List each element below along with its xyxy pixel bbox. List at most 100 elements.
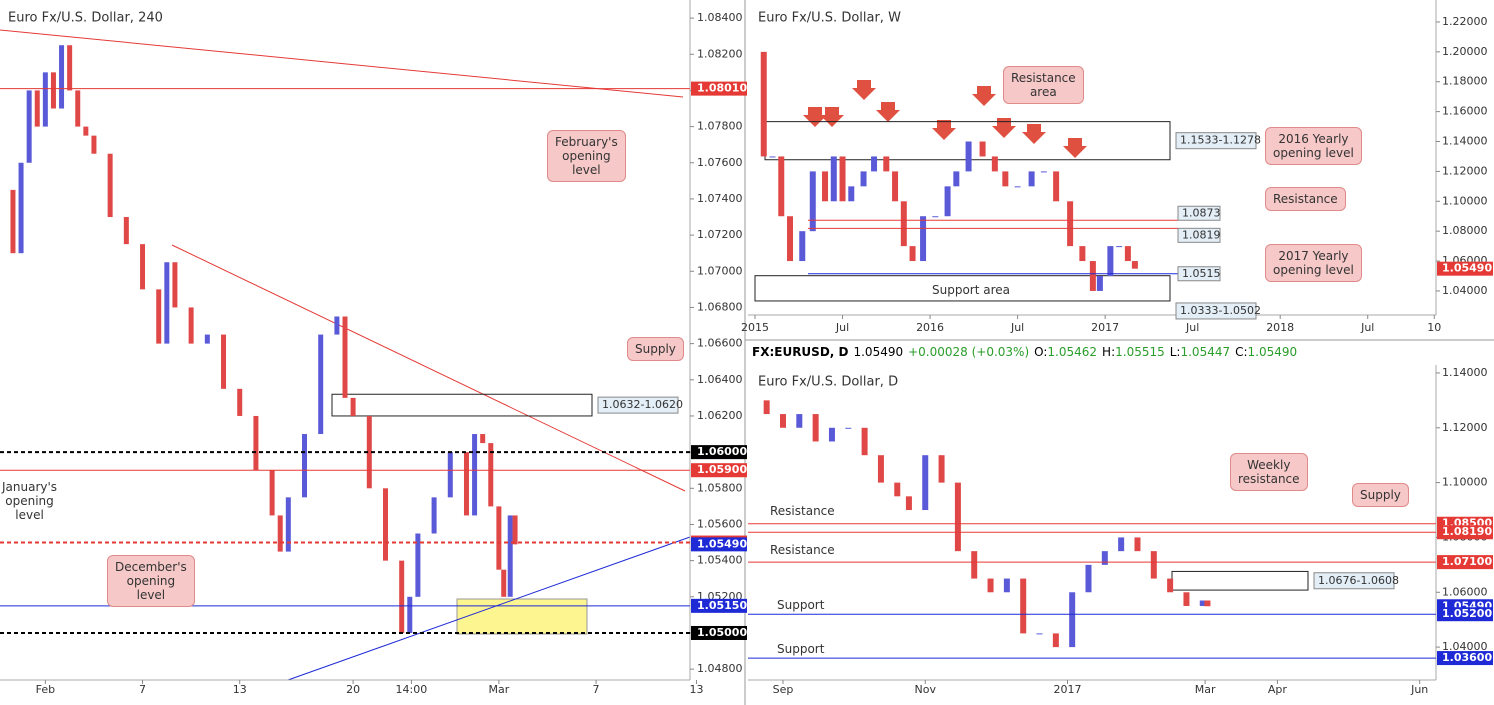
candle <box>871 156 878 172</box>
x-tick-label: 13 <box>689 683 703 696</box>
candle <box>407 596 413 633</box>
candle <box>204 334 210 344</box>
x-tick-label: Jul <box>1185 321 1199 334</box>
price-label: 1.07100 <box>1442 555 1492 568</box>
x-tick-label: 2015 <box>741 321 769 334</box>
annotation: Support <box>777 642 825 656</box>
candle <box>900 201 907 247</box>
candle <box>769 156 776 158</box>
header-item: 1.05490 <box>1248 345 1298 359</box>
header-item: O: <box>1034 345 1047 359</box>
level-tag: 1.0873 <box>1182 206 1221 219</box>
y-tick-label: 1.22000 <box>1442 15 1488 28</box>
candle <box>760 51 767 157</box>
x-tick-label: 7 <box>139 683 146 696</box>
candle <box>140 244 146 290</box>
y-tick-label: 1.06400 <box>697 373 743 386</box>
header-item: 1.05447 <box>1180 345 1230 359</box>
header-item: +0.00028 (+0.03%) <box>908 345 1029 359</box>
price-label-box <box>691 537 747 552</box>
candle <box>91 135 97 154</box>
header-item: 1.05462 <box>1047 345 1097 359</box>
y-tick-label: 1.18000 <box>1442 75 1488 88</box>
candle <box>221 334 227 389</box>
price-label: 1.05200 <box>1442 607 1492 620</box>
price-label: 1.06000 <box>697 445 747 458</box>
candle <box>1096 275 1103 291</box>
candle <box>1040 171 1047 173</box>
x-tick-label: Mar <box>488 683 509 696</box>
candle <box>188 307 194 344</box>
zone-label-box <box>1175 302 1257 320</box>
candle <box>839 156 846 202</box>
candle <box>954 482 961 552</box>
y-tick-label: 1.07400 <box>697 192 743 205</box>
candle <box>83 126 89 136</box>
candle <box>860 171 867 187</box>
header-item: 1.05490 <box>853 345 903 359</box>
chart-title: Euro Fx/U.S. Dollar, D <box>758 375 898 390</box>
candle <box>67 45 73 91</box>
annotation: Resistance area <box>1003 66 1084 104</box>
candle <box>26 90 32 163</box>
candle <box>787 216 794 262</box>
candle <box>1053 171 1060 202</box>
candle <box>812 414 819 442</box>
x-tick-label: 10 <box>1427 321 1441 334</box>
candle <box>237 388 243 416</box>
zone-label: 1.0333-1.0502 <box>1180 304 1261 317</box>
candle <box>763 400 770 415</box>
y-tick-label: 1.12000 <box>1442 421 1488 434</box>
candle <box>172 262 178 308</box>
candle <box>1199 600 1206 606</box>
price-label: 1.05490 <box>1442 262 1492 275</box>
candle <box>1052 633 1059 648</box>
annotation: Resistance <box>1265 187 1346 211</box>
x-tick-label: Jul <box>835 321 849 334</box>
price-label-box <box>1437 525 1493 540</box>
candle <box>920 216 927 262</box>
candle <box>415 533 421 597</box>
price-label-box <box>1437 555 1493 570</box>
candle <box>1079 246 1086 262</box>
candle <box>1118 537 1125 552</box>
level-tag-box <box>1177 266 1221 282</box>
candle <box>431 497 437 534</box>
y-tick-label: 1.08200 <box>697 47 743 60</box>
candle <box>1067 201 1074 247</box>
zone-label-box <box>597 396 679 414</box>
y-tick-label: 1.06200 <box>697 409 743 422</box>
candle <box>507 515 513 597</box>
x-tick-label: 20 <box>346 683 360 696</box>
candle <box>979 141 986 157</box>
candle <box>472 434 478 516</box>
arrows <box>803 80 1087 158</box>
candle <box>1107 246 1114 276</box>
candle <box>1036 633 1043 635</box>
candle <box>107 153 113 218</box>
candle <box>75 90 81 127</box>
y-tick-label: 1.08000 <box>1442 224 1488 237</box>
annotation: February's opening level <box>547 130 626 182</box>
candle <box>1069 592 1076 648</box>
candle <box>501 569 507 597</box>
price-label-box <box>691 625 747 640</box>
annotation: Supply <box>1352 483 1409 507</box>
candle <box>463 452 469 516</box>
trendline <box>0 29 684 98</box>
candle <box>909 246 916 262</box>
candle <box>1150 551 1157 579</box>
header-item: FX:EURUSD, D <box>752 345 849 359</box>
candle <box>932 216 939 218</box>
y-tick-label: 1.07600 <box>697 156 743 169</box>
level-tag-box <box>1177 227 1221 243</box>
candle <box>1183 592 1190 606</box>
candle <box>123 217 129 245</box>
candle <box>342 316 348 398</box>
y-tick-label: 1.04000 <box>1442 640 1488 653</box>
zone-label-box <box>1313 572 1395 590</box>
candle <box>1089 261 1096 291</box>
price-label-box <box>1437 607 1493 622</box>
header-item: 1.05515 <box>1115 345 1165 359</box>
